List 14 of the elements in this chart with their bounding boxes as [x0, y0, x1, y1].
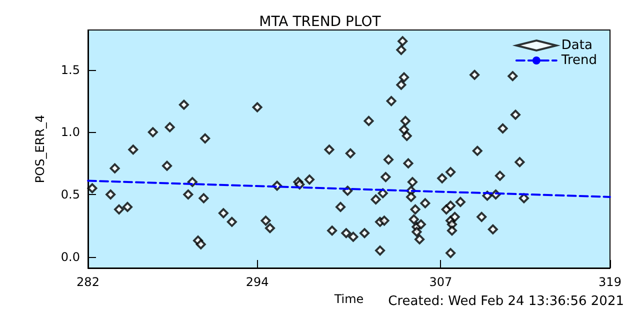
y-tick-label: 1.0 [60, 125, 80, 140]
y-tick-label: 0.0 [60, 250, 80, 264]
x-axis-title: Time [333, 292, 364, 306]
legend-label: Trend [560, 53, 598, 68]
chart-title: MTA TREND PLOT [259, 14, 382, 30]
y-axis-title: POS_ERR_4 [33, 114, 47, 184]
x-tick-label: 319 [598, 275, 622, 289]
x-tick-label: 294 [246, 275, 269, 289]
legend-label: Data [561, 38, 592, 53]
text: Created: Wed Feb 24 13:36:56 2021 [388, 294, 624, 309]
y-tick-label: 0.5 [60, 187, 80, 202]
x-tick-label: 282 [76, 275, 100, 289]
y-tick-label: 1.5 [60, 62, 80, 77]
x-tick-label: 307 [429, 275, 452, 289]
